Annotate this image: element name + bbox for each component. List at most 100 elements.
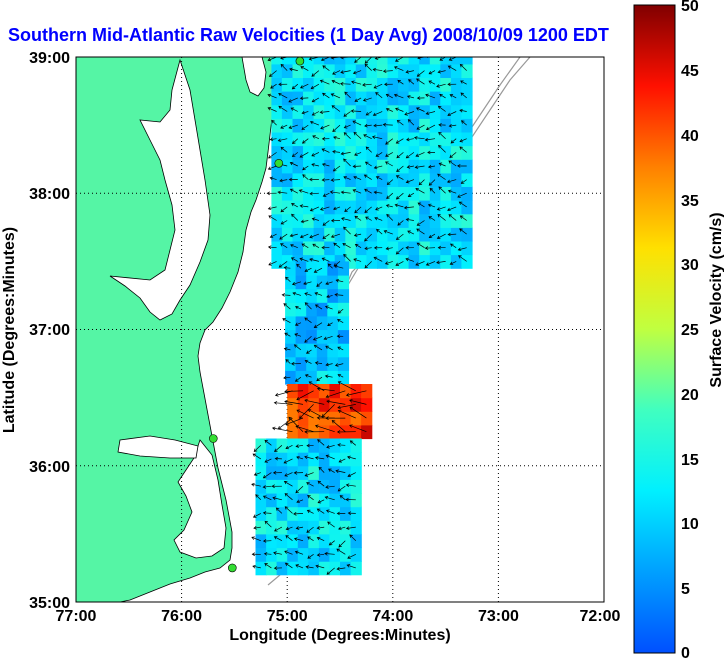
velocity-cell: [255, 493, 267, 508]
velocity-cell: [377, 131, 389, 147]
velocity-arrow: [280, 220, 288, 225]
velocity-cell: [387, 91, 399, 106]
velocity-arrow: [300, 219, 309, 224]
velocity-cell: [281, 159, 294, 174]
velocity-cell: [429, 63, 441, 78]
velocity-arrow: [313, 322, 323, 328]
velocity-arrow: [335, 278, 344, 283]
velocity-arrow: [330, 93, 341, 99]
velocity-arrow: [311, 152, 320, 157]
velocity-arrow: [316, 536, 325, 542]
velocity-cell: [287, 533, 299, 549]
velocity-arrow: [322, 220, 330, 226]
velocity-arrow: [267, 107, 277, 112]
velocity-cell: [285, 275, 297, 290]
velocity-cell: [440, 145, 452, 160]
velocity-cell: [292, 63, 304, 78]
y-tick-label: 39:00: [29, 50, 70, 67]
velocity-arrow: [345, 483, 356, 487]
velocity-cell: [292, 186, 304, 201]
velocity-cell: [366, 77, 378, 92]
velocity-cell: [271, 213, 283, 228]
velocity-arrow: [385, 107, 393, 112]
velocity-cell: [297, 520, 309, 535]
velocity-cell: [303, 63, 315, 78]
velocity-arrow: [285, 276, 291, 283]
velocity-arrow: [289, 161, 298, 167]
velocity-cell: [450, 77, 463, 92]
velocity-arrow: [316, 553, 325, 557]
velocity-cell: [281, 131, 294, 147]
velocity-cell: [255, 561, 267, 576]
velocity-arrow: [279, 178, 288, 183]
velocity-arrow: [317, 439, 325, 446]
velocity-cell: [461, 104, 473, 119]
velocity-cell: [345, 240, 357, 256]
velocity-arrow: [349, 399, 367, 405]
velocity-arrow: [405, 257, 415, 262]
velocity-cell: [295, 356, 307, 371]
velocity-cell: [271, 131, 283, 147]
velocity-cell: [350, 384, 362, 399]
velocity-arrow: [304, 359, 312, 364]
velocity-cell: [281, 186, 294, 201]
velocity-cell: [345, 213, 357, 228]
velocity-arrow: [332, 165, 341, 172]
velocity-cell: [281, 63, 294, 78]
velocity-cell: [306, 261, 318, 276]
velocity-arrow: [405, 217, 414, 222]
velocity-cell: [303, 200, 315, 215]
velocity-arrow: [385, 138, 394, 145]
velocity-arrow: [343, 132, 351, 139]
velocity-arrow: [341, 217, 351, 221]
velocity-arrow: [405, 179, 415, 184]
velocity-cell: [324, 63, 336, 78]
velocity-arrow: [345, 526, 356, 530]
velocity-arrow: [304, 430, 325, 434]
velocity-cell: [266, 465, 278, 480]
velocity-arrow: [337, 409, 356, 419]
velocity-cell: [324, 186, 336, 201]
velocity-arrow: [267, 93, 277, 99]
velocity-arrow: [336, 334, 344, 339]
velocity-cell: [429, 240, 441, 256]
velocity-arrow: [283, 481, 293, 487]
velocity-arrow: [313, 267, 323, 273]
velocity-arrow: [272, 470, 282, 475]
velocity-cell: [255, 533, 267, 549]
velocity-arrow: [397, 220, 404, 226]
velocity-cell: [334, 240, 346, 256]
velocity-arrow: [311, 217, 320, 221]
velocity-cell: [327, 329, 339, 344]
velocity-cell: [340, 506, 352, 521]
velocity-arrow: [373, 190, 383, 195]
velocity-cell: [440, 63, 452, 78]
velocity-cell: [313, 186, 325, 201]
velocity-arrow: [296, 390, 314, 401]
velocity-cell: [461, 172, 473, 187]
velocity-arrow: [309, 257, 319, 262]
velocity-arrow: [309, 233, 320, 239]
velocity-arrow: [295, 444, 304, 448]
velocity-cell: [450, 227, 463, 242]
velocity-cell: [281, 57, 294, 65]
velocity-cell: [419, 172, 431, 187]
velocity-cell: [366, 213, 378, 228]
velocity-arrow: [277, 417, 293, 430]
velocity-arrow: [293, 512, 304, 516]
velocity-cell: [276, 465, 288, 480]
velocity-cell: [408, 240, 420, 256]
velocity-arrow: [273, 566, 282, 571]
velocity-cell: [377, 200, 389, 215]
velocity-cell: [316, 343, 328, 358]
velocity-cell: [308, 479, 320, 494]
velocity-cell: [429, 118, 441, 133]
velocity-arrow: [416, 96, 425, 100]
velocity-arrow: [424, 137, 436, 142]
velocity-cell: [306, 288, 318, 303]
velocity-arrow: [457, 164, 467, 168]
velocity-cell: [340, 465, 352, 480]
velocity-cell: [387, 77, 399, 92]
velocity-cell: [295, 275, 307, 290]
velocity-cell: [324, 57, 336, 65]
